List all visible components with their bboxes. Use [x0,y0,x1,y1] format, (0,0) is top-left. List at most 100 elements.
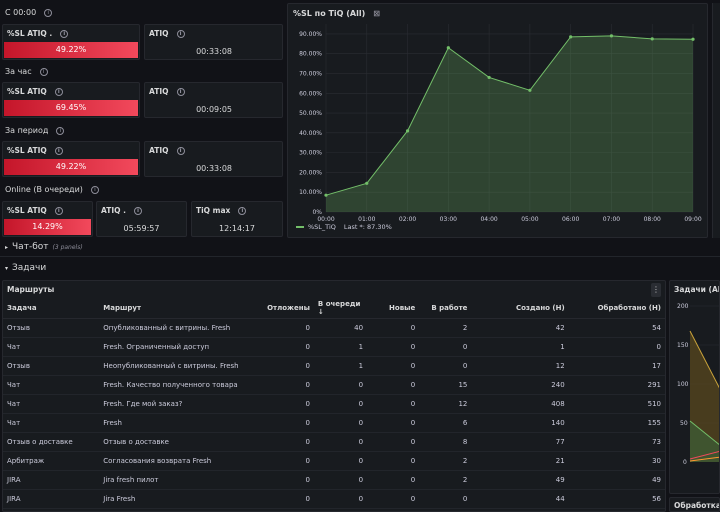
table-cell: Чат [3,413,100,433]
routes-panel[interactable]: Маршруты ⋮ Задача Маршрут Отложены В оче… [2,280,666,512]
stat-panel-atiq-3[interactable]: ATIQ i 00:33:08 [144,141,283,177]
chart-panel[interactable]: %SL по TiQ (All) ⊠ 0% 10.00% 20.00% 30.00% 4… [287,3,708,238]
series-area [326,35,693,212]
table-row[interactable]: Чат Fresh. Где мой заказ? 0 0 0 12 408 510 [3,394,665,414]
info-icon[interactable]: i [54,87,63,96]
table-cell: 0 [259,337,314,357]
x-tick-label: 05:00 [521,216,538,223]
column-header[interactable]: Отложены [259,299,314,319]
column-header[interactable]: Создано (Н) [471,299,569,319]
tasks-all-plot[interactable] [670,281,720,494]
y-tick-label: 150 [677,342,689,349]
stat-value: 49.22% [4,159,138,175]
info-icon[interactable]: i [176,87,185,96]
stat-panel-atiq-1[interactable]: ATIQ i 00:33:08 [144,24,283,60]
y-tick-label: 20.00% [299,169,322,176]
table-header-row: Задача Маршрут Отложены В очереди ↓ Новы… [3,299,665,319]
legend-last-value: Last *: 87.30% [343,223,392,231]
table-cell: 291 [568,375,665,395]
column-header[interactable]: Маршрут [99,299,260,319]
table-row[interactable]: JIRA Jira fresh пилот 0 0 0 2 49 49 [3,470,665,490]
link-off-icon[interactable]: ⊠ [373,9,380,18]
y-tick-label: 90.00% [299,31,322,38]
x-tick-label: 02:00 [399,216,416,223]
section-since-midnight: С 00:00 i [5,8,53,17]
info-icon[interactable]: i [44,8,53,17]
stat-panel-tiq-max[interactable]: TiQ max i 12:14:17 [191,201,283,237]
table-cell: Отзыв [3,318,100,338]
table-row[interactable]: Чат Fresh. Качество полученного товара 0 0 0… [3,375,665,395]
table-cell: 0 [313,489,368,509]
column-header[interactable]: Обработано (Н) [568,299,665,319]
panel-menu-icon[interactable]: ⋮ [651,283,661,297]
table-cell: Отзыв [3,356,100,376]
table-row[interactable]: Арбитраж Согласования возврата Fresh 0 0 0 2 2… [3,451,665,471]
processing-panel[interactable]: Обработка ч [669,497,720,512]
stat-panel-sl-4[interactable]: %SL ATIQ i 14.29% [2,201,93,237]
stat-panel-sl-3[interactable]: %SL ATIQ i 49.22% [2,141,140,177]
info-icon[interactable]: i [176,146,185,155]
data-point [487,75,491,80]
info-icon[interactable]: i [54,206,63,215]
tasks-all-panel[interactable]: Задачи (All) 200 150 100 50 0 [669,280,720,494]
table-cell: Арбитраж [3,451,100,471]
table-cell: Чат [3,375,100,395]
table-cell: Jira Fresh [99,489,260,509]
table-cell: 0 [419,337,472,357]
row-tasks[interactable]: ▾ Задачи [5,263,47,273]
table-cell: 0 [259,394,314,414]
table-cell: 0 [367,375,420,395]
right-edge-panel [712,3,720,238]
column-header[interactable]: В работе [419,299,472,319]
table-row[interactable]: Отзыв Неопубликованный с витрины. Fresh 0 1… [3,356,665,376]
column-header[interactable]: Новые [367,299,420,319]
table-cell: 2 [419,318,472,338]
table-cell: 0 [259,375,314,395]
table-cell: 0 [313,451,368,471]
info-icon[interactable]: i [133,206,142,215]
table-cell: 0 [367,318,420,338]
chart-legend[interactable]: %SL_TiQ Last *: 87.30% [296,223,392,231]
column-header[interactable]: В очереди ↓ [313,299,368,319]
table-cell: 0 [259,489,314,509]
y-tick-label: 50.00% [299,110,322,117]
stat-panel-sl-1[interactable]: %SL ATIQ .i 49.22% [2,24,140,60]
info-icon[interactable]: i [60,29,69,38]
row-chatbot[interactable]: ▸ Чат-бот (3 panels) [5,242,83,252]
table-cell: Согласования возврата Fresh [99,451,260,471]
data-point [324,193,328,197]
stat-value: 49.22% [4,42,138,58]
table-cell: 0 [259,470,314,490]
stat-panel-atiq-4[interactable]: ATIQ .i 05:59:57 [96,201,187,237]
table-cell: 0 [313,413,368,433]
table-cell: 49 [568,470,665,490]
x-tick-label: 08:00 [644,216,661,223]
table-cell: 0 [313,375,368,395]
table-row[interactable]: Отзыв Опубликованный с витрины. Fresh 0 40 0… [3,318,665,338]
data-point [691,37,695,41]
table-cell: Чат [3,394,100,414]
table-cell: 0 [313,432,368,452]
table-cell: 0 [367,451,420,471]
stat-panel-atiq-2[interactable]: ATIQ i 00:09:05 [144,82,283,118]
info-icon[interactable]: i [56,126,65,135]
column-header[interactable]: Задача [3,299,100,319]
table-cell: 0 [259,413,314,433]
info-icon[interactable]: i [54,146,63,155]
info-icon[interactable]: i [39,67,48,76]
table-row[interactable]: Отзыв о доставке Отзыв о доставке 0 0 0 8 77 73 [3,432,665,452]
info-icon[interactable]: i [90,185,99,194]
chart-plot-area[interactable]: 0% 10.00% 20.00% 30.00% 40.00% 50.00% 60.00% 70… [288,4,709,239]
y-tick-label: 200 [677,303,689,310]
table-row[interactable]: JIRA Jira Fresh 0 0 0 0 44 56 [3,489,665,509]
table-cell: Fresh [99,413,260,433]
y-tick-label: 50 [680,420,688,427]
info-icon[interactable]: i [176,29,185,38]
tasks-all-title: Задачи (All) [674,285,719,294]
table-row[interactable]: Чат Fresh. Ограниченный доступ 0 1 0 0 1 0 [3,337,665,357]
stat-value: 00:09:05 [196,105,232,114]
table-cell: 6 [419,413,472,433]
stat-panel-sl-2[interactable]: %SL ATIQ i 69.45% [2,82,140,118]
info-icon[interactable]: i [238,206,247,215]
table-row[interactable]: Чат Fresh 0 0 0 6 140 155 [3,413,665,433]
